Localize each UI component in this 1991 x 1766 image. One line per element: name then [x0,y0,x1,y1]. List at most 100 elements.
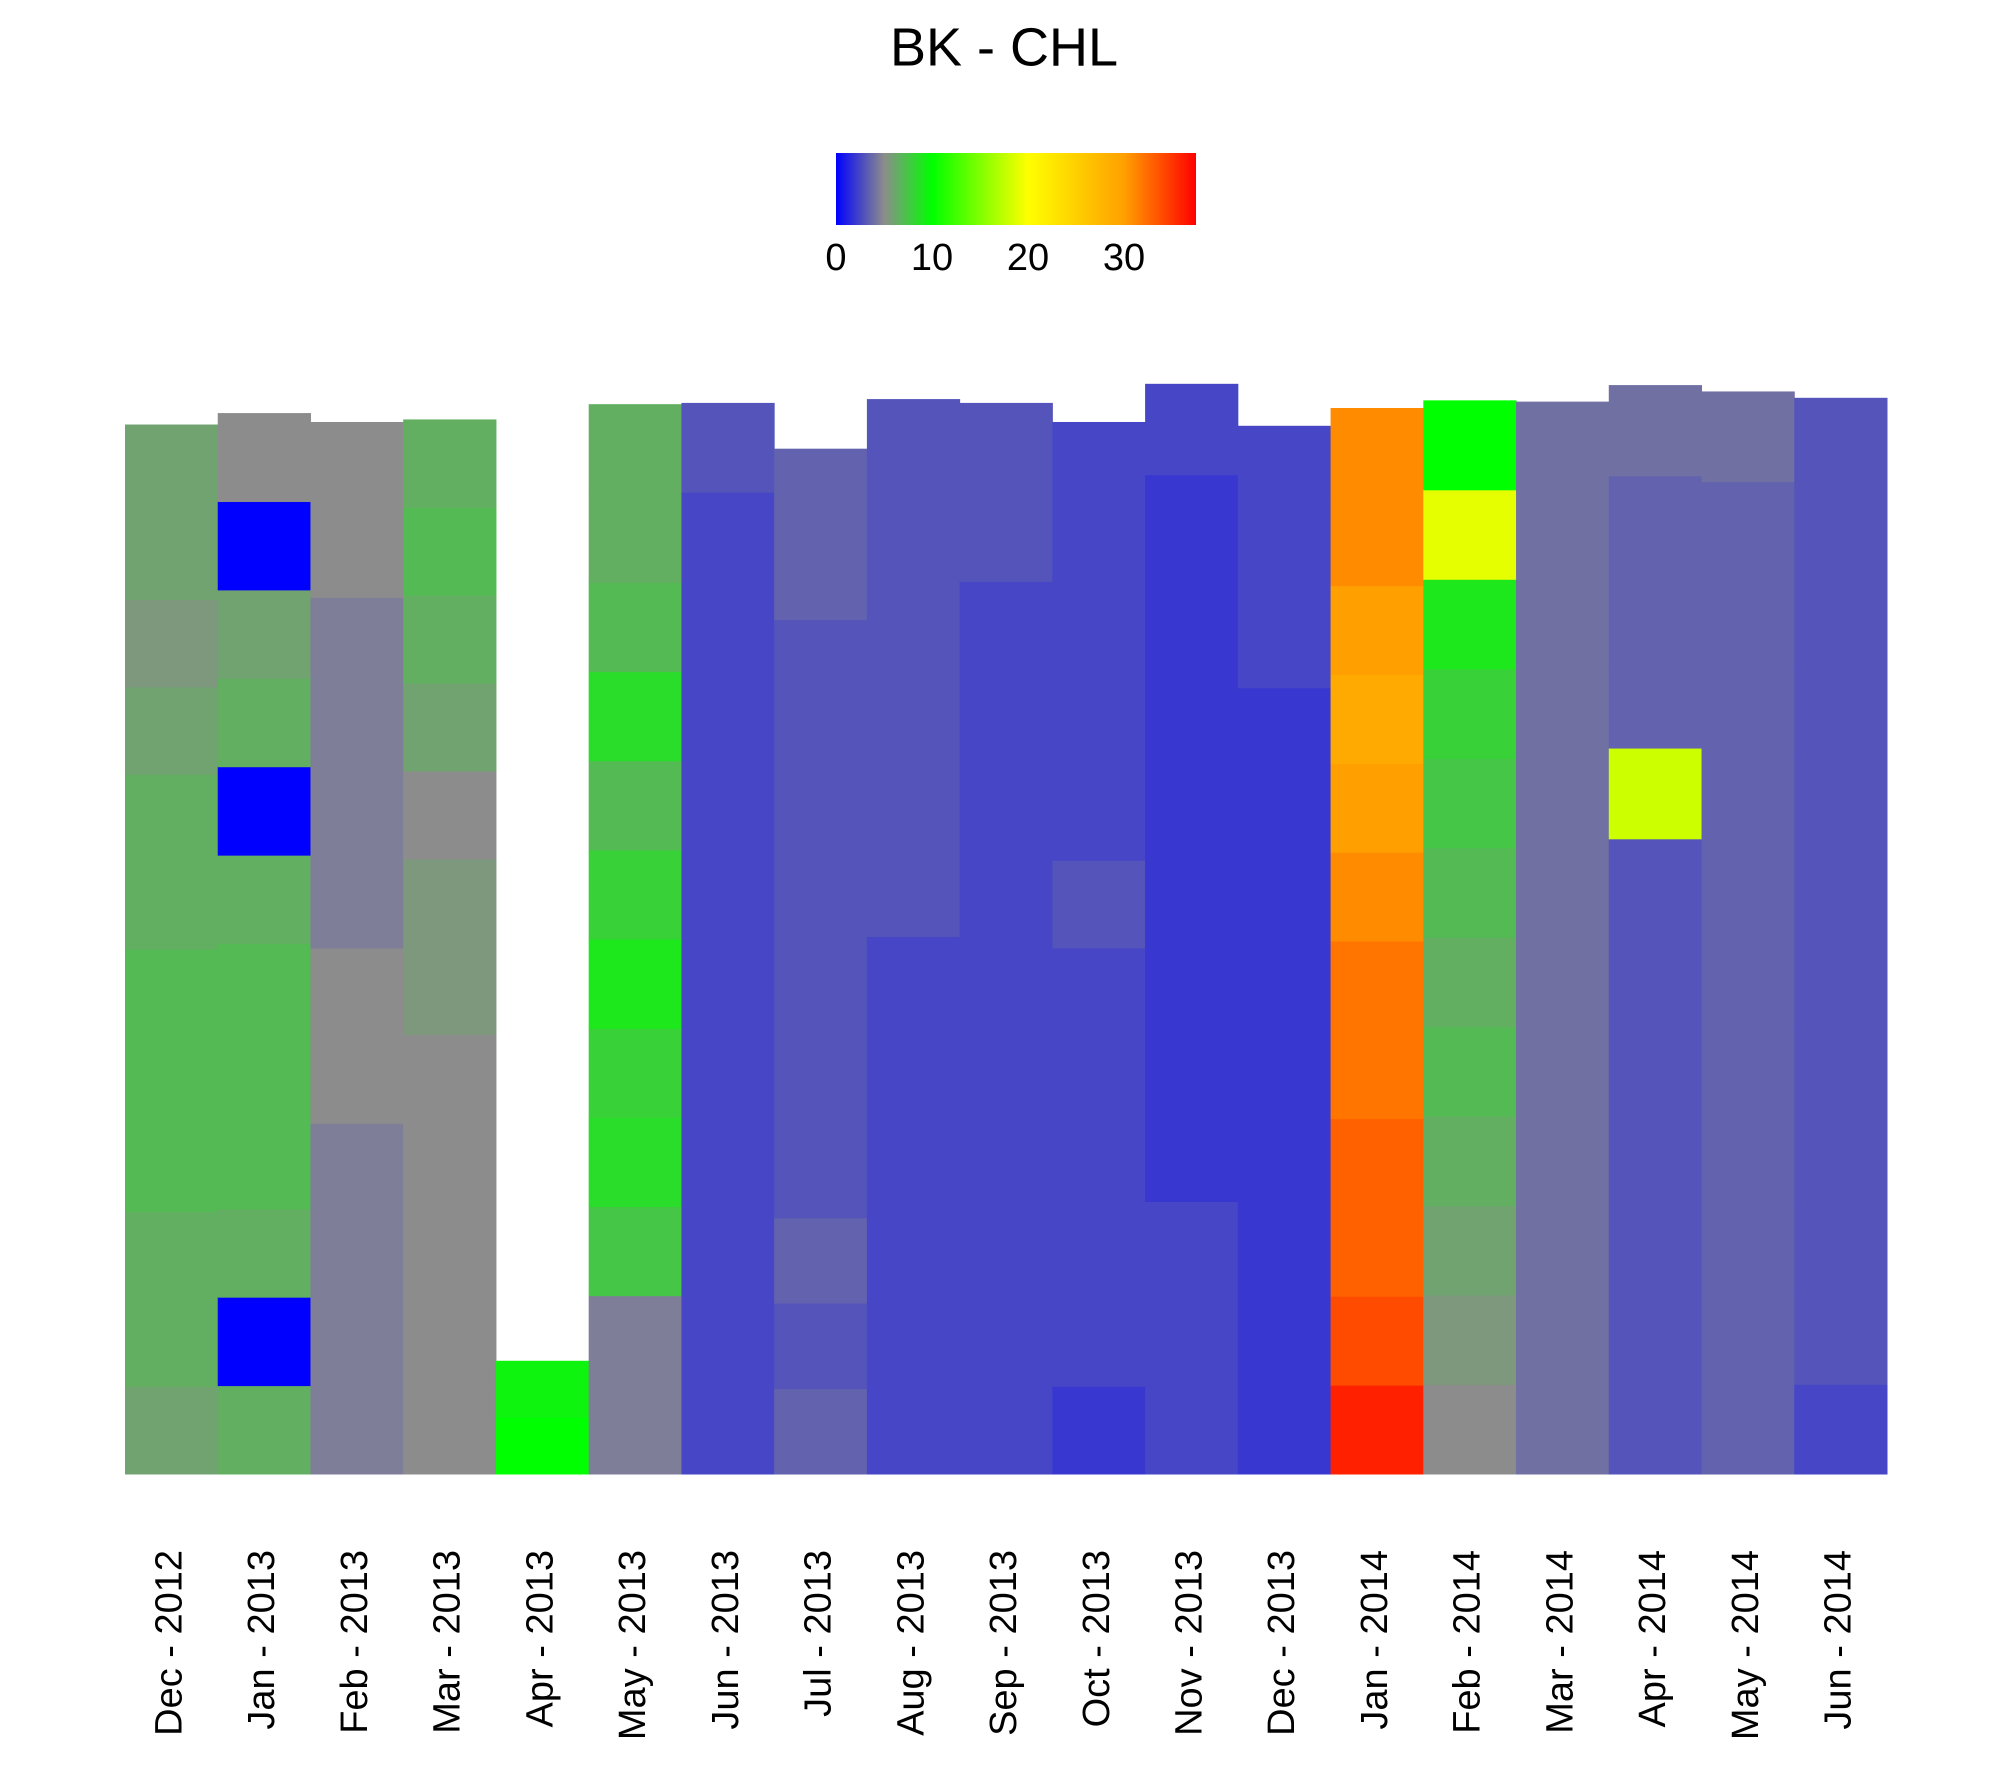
cell [866,488,961,579]
cell [1608,1111,1703,1203]
x-tick-label: Feb - 2014 [1447,1550,1489,1734]
cell [1794,1204,1888,1296]
cell [1794,935,1888,1027]
cell [1052,1123,1146,1212]
cell [1423,758,1517,849]
cell [310,421,404,511]
cell [403,683,497,772]
cell [1516,580,1610,671]
cell [1237,1037,1332,1126]
cell [217,678,311,768]
cell [1701,1022,1795,1114]
cell [588,1384,682,1475]
cell [1237,513,1332,601]
cell [310,597,404,686]
cell [1701,842,1795,934]
x-tick-label: Apr - 2013 [519,1550,561,1727]
cell [1608,475,1703,568]
cell [681,1384,775,1475]
cell [681,1295,775,1386]
cell [588,1028,682,1118]
x-tick-label: Dec - 2013 [1261,1550,1303,1736]
cell [217,855,311,945]
cell [774,534,868,621]
cell [403,1210,497,1299]
x-tick-label: May - 2013 [612,1550,654,1740]
x-tick-label: Feb - 2013 [334,1550,376,1734]
cell [681,670,775,761]
cell [403,946,497,1036]
cell [681,402,775,493]
cell [403,1298,497,1387]
cell [1423,847,1517,938]
cell [1145,474,1239,567]
cell [1237,1211,1332,1300]
cell [1237,1299,1332,1388]
cell [403,595,497,684]
cell [774,705,868,791]
cell [866,846,961,938]
cell [1330,1385,1424,1475]
cell [959,1027,1053,1118]
cell [125,599,219,688]
cell [588,849,682,940]
cell [1794,1294,1888,1385]
cell [588,1295,682,1386]
cell [1237,425,1332,514]
x-tick-label: Jul - 2013 [798,1550,840,1717]
cell [1516,669,1610,760]
cell [1145,1292,1239,1384]
cell [959,402,1053,493]
cell [1516,759,1610,849]
cell [959,938,1053,1029]
cell [1145,1201,1239,1293]
cell [1423,1384,1517,1475]
cell [310,947,404,1037]
cell [959,1116,1053,1207]
cell [681,1206,775,1296]
cell [1330,1207,1424,1297]
x-tick-label: Sep - 2013 [983,1550,1025,1736]
cell [1701,1383,1795,1475]
cell [774,448,868,535]
cell [866,578,961,669]
cell [588,1117,682,1208]
cell [217,1120,311,1210]
cell [125,861,219,950]
cell [1237,687,1332,776]
cell [217,1297,311,1387]
colorbar-tick-label: 10 [911,237,953,279]
cell [959,1206,1053,1296]
cell [1423,579,1517,670]
cell [1330,940,1424,1031]
cell [1145,383,1239,476]
cell [125,774,219,863]
cell [1145,928,1239,1021]
x-tick-label: Jan - 2013 [241,1550,283,1730]
cell [1608,929,1703,1021]
cell [1794,666,1888,758]
cell [1330,407,1424,498]
cell [125,949,219,1038]
x-tick-label: Nov - 2013 [1169,1550,1211,1736]
x-tick-label: Jan - 2014 [1354,1550,1396,1730]
cell [774,790,868,877]
cell [403,770,497,860]
cell [1423,937,1517,1028]
cell [1145,1110,1239,1202]
cell [1516,1116,1610,1207]
cell [310,860,404,949]
cell [588,760,682,851]
x-tick-label: Mar - 2013 [427,1550,469,1734]
cell [959,1295,1053,1386]
cell [1608,1201,1703,1294]
cell [1794,756,1888,847]
cell [1423,1026,1517,1117]
colorbar-tick-label: 0 [825,237,846,279]
cell [495,1360,590,1418]
cell [1516,401,1610,492]
cell [403,419,497,508]
cell [1701,752,1795,844]
cell [774,875,868,962]
x-tick-label: Mar - 2014 [1539,1550,1581,1734]
